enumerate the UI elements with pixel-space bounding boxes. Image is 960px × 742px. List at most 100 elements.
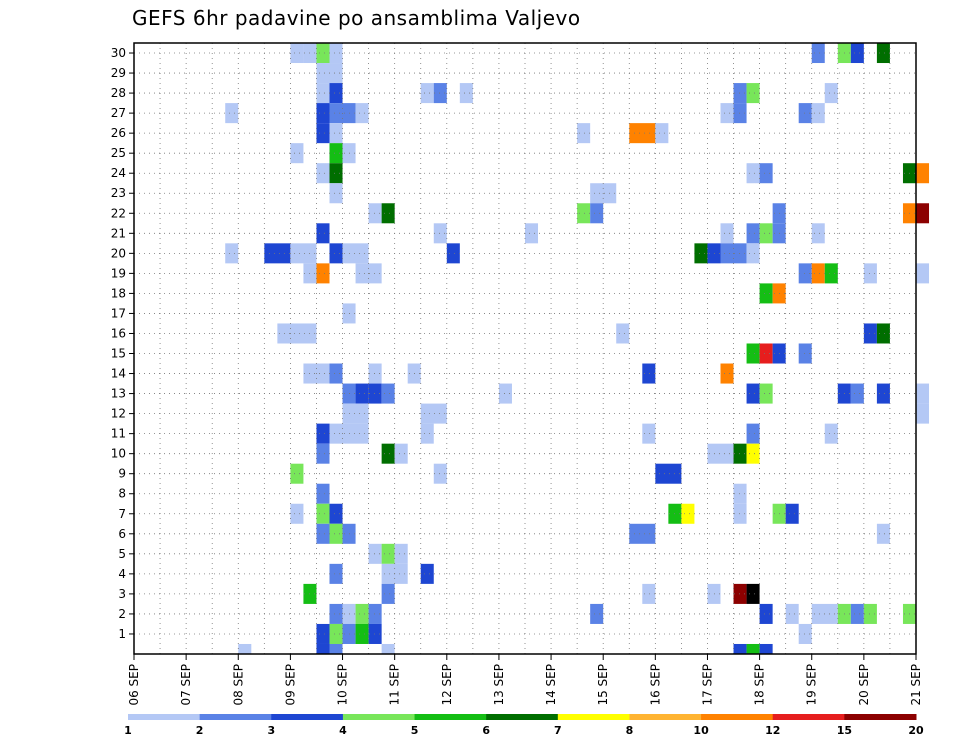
y-tick-label: 28: [111, 86, 126, 100]
x-tick-label: 21 SEP: [909, 664, 923, 706]
heatmap-cell: [225, 243, 239, 264]
heatmap-cell: [329, 83, 343, 104]
heatmap-cell: [759, 163, 773, 184]
heatmap-cell: [720, 223, 734, 244]
heatmap-cell: [316, 123, 330, 144]
y-tick-label: 18: [111, 286, 126, 300]
heatmap-cell: [329, 563, 343, 584]
heatmap-cell: [824, 83, 838, 104]
heatmap-cell: [863, 603, 877, 624]
legend-swatch: [414, 714, 487, 720]
legend-label: 5: [411, 724, 419, 737]
heatmap-cell: [368, 363, 382, 384]
y-tick-label: 4: [118, 567, 126, 581]
heatmap-cell: [446, 243, 460, 264]
heatmap-cell: [759, 603, 773, 624]
color-legend: 1 2 3 4 5 6 7 8 10 12 15 20: [124, 714, 924, 737]
heatmap-cell: [316, 103, 330, 124]
heatmap-cell: [329, 523, 343, 544]
legend-label: 7: [554, 724, 562, 737]
heatmap-cell: [459, 83, 473, 104]
heatmap-cell: [733, 503, 747, 524]
heatmap-cells: [225, 43, 930, 654]
heatmap-cell: [746, 643, 760, 654]
heatmap-cell: [342, 243, 369, 264]
x-tick-label: 12 SEP: [440, 664, 454, 706]
legend-swatch: [486, 714, 559, 720]
heatmap-cell: [642, 423, 656, 444]
heatmap-cell: [329, 243, 343, 264]
y-tick-label: 27: [111, 106, 126, 120]
heatmap-cell: [746, 423, 760, 444]
heatmap-cell: [316, 163, 330, 184]
heatmap-cell: [785, 603, 799, 624]
heatmap-cell: [629, 123, 656, 144]
y-tick-label: 24: [111, 166, 126, 180]
heatmap-cell: [368, 623, 382, 644]
y-tick-label: 5: [118, 547, 126, 561]
y-tick-label: 17: [111, 306, 126, 320]
heatmap-cell: [381, 543, 395, 564]
x-tick-label: 20 SEP: [857, 664, 871, 706]
heatmap-cell: [863, 263, 877, 284]
heatmap-cell: [368, 383, 382, 404]
chart-title: GEFS 6hr padavine po ansamblima Valjevo: [132, 6, 581, 30]
heatmap-cell: [316, 263, 330, 284]
heatmap-cell: [811, 263, 825, 284]
heatmap-cell: [733, 483, 747, 504]
legend-label: 15: [837, 724, 852, 737]
heatmap-cell: [420, 563, 434, 584]
x-tick-label: 16 SEP: [648, 664, 662, 706]
heatmap-cell: [798, 343, 812, 364]
heatmap-cell: [316, 483, 330, 504]
heatmap-cell: [876, 383, 890, 404]
heatmap-cell: [811, 43, 825, 64]
heatmap-cell: [368, 603, 382, 624]
heatmap-cell: [433, 83, 447, 104]
y-tick-label: 9: [118, 467, 126, 481]
heatmap-cell: [577, 203, 591, 224]
heatmap-cell: [329, 643, 343, 654]
heatmap-cell: [433, 223, 447, 244]
heatmap-cell: [629, 523, 656, 544]
x-tick-label: 15 SEP: [596, 664, 610, 706]
heatmap-cell: [746, 343, 760, 364]
heatmap-cell: [746, 83, 760, 104]
y-tick-label: 7: [118, 507, 126, 521]
x-tick-label: 13 SEP: [492, 664, 506, 706]
heatmap-cell: [720, 363, 734, 384]
heatmap-cell: [394, 443, 408, 464]
heatmap-cell: [850, 43, 864, 64]
legend-label: 2: [196, 724, 204, 737]
heatmap-cell: [811, 103, 825, 124]
heatmap-cell: [746, 583, 760, 604]
heatmap-cell: [655, 123, 669, 144]
heatmap-cell: [759, 343, 773, 364]
y-tick-label: 6: [118, 527, 126, 541]
heatmap-cell: [394, 543, 408, 564]
y-tick-label: 14: [111, 367, 126, 381]
heatmap-cell: [694, 243, 708, 264]
legend-swatch: [342, 714, 416, 720]
heatmap-cell: [876, 323, 890, 344]
heatmap-cell: [316, 223, 330, 244]
legend-swatch: [557, 714, 630, 720]
y-tick-label: 1: [118, 627, 126, 641]
heatmap-cell: [420, 423, 434, 444]
heatmap-cell: [329, 363, 343, 384]
y-tick-label: 22: [111, 206, 126, 220]
heatmap-cell: [277, 323, 317, 344]
heatmap-cell: [720, 103, 734, 124]
heatmap-cell: [733, 83, 747, 104]
heatmap-cell: [290, 503, 304, 524]
heatmap-cell: [238, 643, 252, 654]
heatmap-cell: [759, 643, 773, 654]
heatmap-cell: [316, 423, 330, 444]
heatmap-cell: [316, 623, 330, 644]
legend-label: 1: [124, 724, 132, 737]
heatmap-cell: [329, 143, 343, 164]
heatmap-cell: [316, 643, 330, 654]
heatmap-cell: [342, 403, 369, 424]
legend-swatch: [128, 714, 201, 720]
heatmap-cell: [316, 83, 330, 104]
